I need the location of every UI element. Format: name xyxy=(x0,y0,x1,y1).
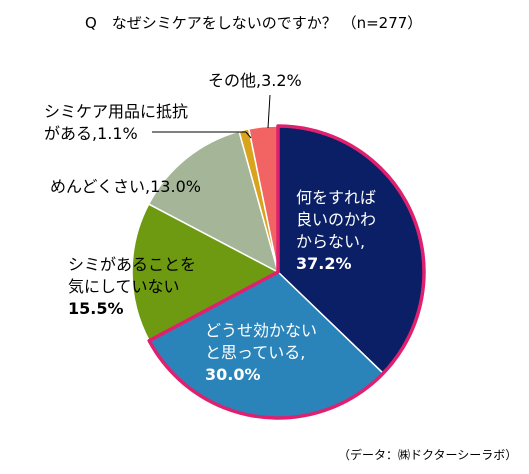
leader-line xyxy=(245,131,252,139)
pie-slice xyxy=(147,130,280,274)
source-note: （データ：㈱ドクターシーラボ） xyxy=(338,447,517,462)
slice-label: からない, xyxy=(296,232,365,251)
slice-label: どうせ効かない xyxy=(205,321,317,340)
slice-label: シミケア用品に抵抗 xyxy=(44,102,188,121)
slice-value-label: 15.5% xyxy=(68,299,124,318)
slice-label: がある,1.1% xyxy=(44,124,138,143)
slice-value-label: 30.0% xyxy=(205,365,261,384)
slice-label: と思っている, xyxy=(205,343,305,362)
pie-slice xyxy=(131,203,280,342)
slice-label: その他,3.2% xyxy=(208,71,302,90)
highlight-outline xyxy=(147,124,426,420)
slice-label: シミがあることを xyxy=(68,255,196,274)
slice-label: 良いのかわ xyxy=(296,210,376,229)
slice-label: 気にしていない xyxy=(68,277,180,296)
chart-title: Q なぜシミケアをしないのですか？ （n=277） xyxy=(85,14,422,32)
slice-label: 何をすれば xyxy=(296,188,376,207)
leader-line xyxy=(267,94,271,129)
slice-label: めんどくさい,13.0% xyxy=(50,177,201,196)
slice-value-label: 37.2% xyxy=(296,254,352,273)
